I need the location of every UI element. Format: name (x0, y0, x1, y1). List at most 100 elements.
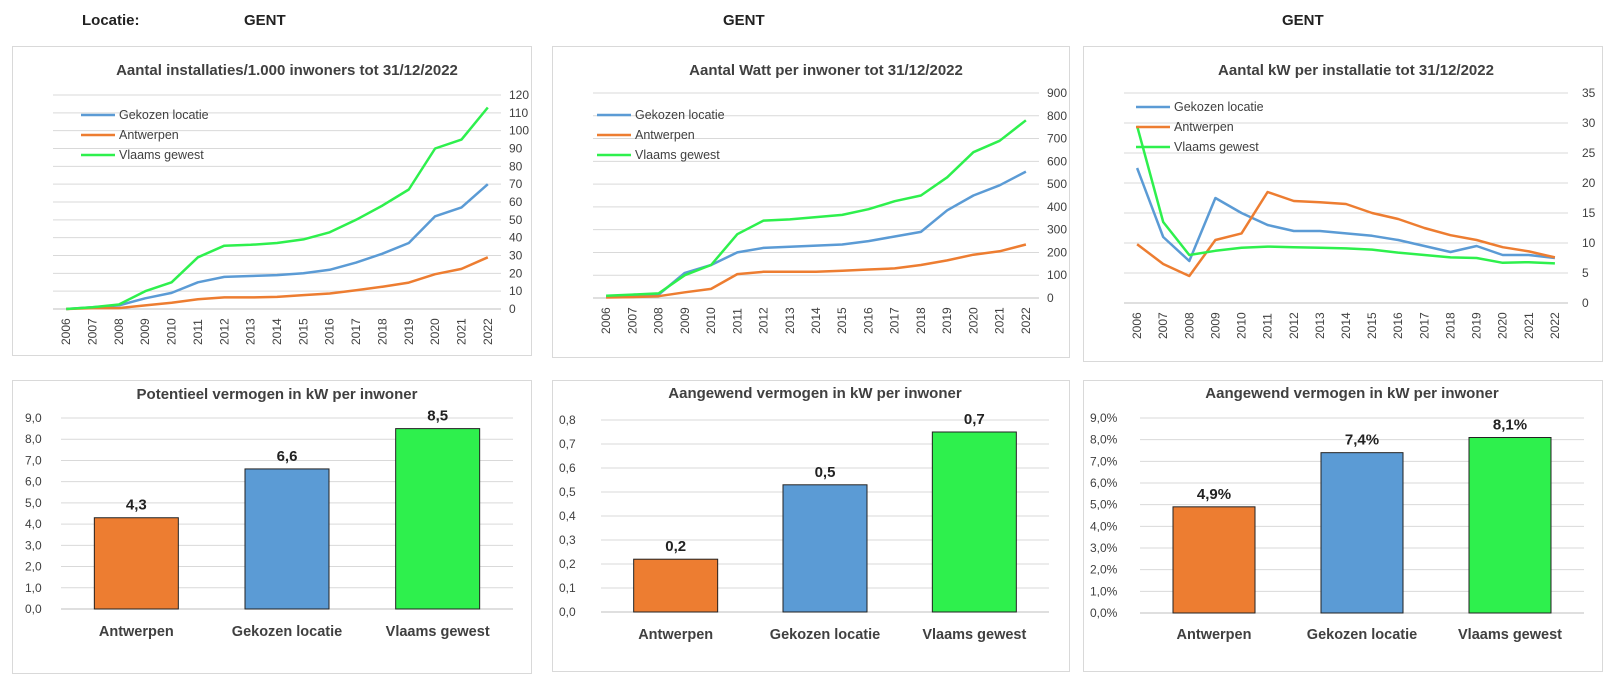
bar-gekozen-locatie (782, 484, 868, 613)
x-tick-label: 2016 (323, 318, 337, 345)
y-tick-label: 5,0 (25, 496, 42, 510)
x-tick-label: 2006 (1130, 312, 1144, 339)
x-tick-label: 2020 (428, 318, 442, 345)
x-tick-label: 2019 (1470, 312, 1484, 339)
category-label: Antwerpen (1177, 627, 1252, 643)
legend-label: Gekozen locatie (1174, 100, 1264, 114)
x-tick-label: 2018 (914, 307, 928, 334)
chart-panel-installaties: Aantal installaties/1.000 inwoners tot 3… (12, 46, 532, 356)
bar-vlaams-gewest (931, 431, 1017, 613)
data-label: 7,4% (1345, 432, 1379, 449)
series-line-gekozen-locatie (1135, 167, 1556, 263)
category-label: Vlaams gewest (1458, 627, 1562, 643)
legend-label: Vlaams gewest (1174, 140, 1259, 154)
category-label: Vlaams gewest (922, 627, 1026, 643)
y-tick-label: 0,8 (559, 413, 576, 427)
x-tick-label: 2016 (861, 307, 875, 334)
y-tick-label: 0,1 (559, 581, 576, 595)
y-tick-label: 20 (1582, 176, 1596, 190)
y-tick-label: 25 (1582, 146, 1596, 160)
bar-vlaams-gewest (395, 428, 481, 610)
bar-gekozen-locatie (1320, 452, 1404, 614)
y-tick-label: 500 (1047, 177, 1067, 191)
line-chart-watt: Aantal Watt per inwoner tot 31/12/2022 0 1… (593, 62, 1067, 334)
y-tick-label: 10 (509, 284, 523, 298)
y-tick-label: 0 (509, 302, 516, 316)
x-tick-label: 2020 (1496, 312, 1510, 339)
legend-label: Antwerpen (635, 128, 695, 142)
x-tick-label: 2009 (678, 307, 692, 334)
bar-chart-potentieel: Potentieel vermogen in kW per inwoner 0,0… (25, 386, 513, 640)
x-tick-label: 2013 (244, 318, 258, 345)
x-tick-label: 2006 (599, 307, 613, 334)
x-tick-label: 2013 (1313, 312, 1327, 339)
x-tick-label: 2019 (940, 307, 954, 334)
x-tick-label: 2010 (704, 307, 718, 334)
x-tick-label: 2021 (1522, 312, 1536, 339)
bar-gekozen-locatie (244, 468, 330, 610)
y-tick-label: 2,0% (1090, 563, 1118, 577)
y-tick-label: 15 (1582, 206, 1596, 220)
bar-vlaams-gewest (1468, 437, 1552, 614)
x-tick-label: 2015 (1365, 312, 1379, 339)
chart-title: Aantal installaties/1.000 inwoners tot 3… (116, 62, 458, 79)
data-label: 4,3 (126, 497, 147, 514)
chart-title: Aangewend vermogen in kW per inwoner (668, 385, 962, 402)
y-tick-label: 900 (1047, 86, 1067, 100)
category-label: Gekozen locatie (770, 627, 880, 643)
category-label: Vlaams gewest (386, 624, 490, 640)
y-tick-label: 5,0% (1090, 498, 1118, 512)
x-tick-label: 2019 (402, 318, 416, 345)
data-label: 0,7 (964, 411, 985, 428)
x-tick-label: 2020 (966, 307, 980, 334)
legend-label: Vlaams gewest (119, 148, 204, 162)
y-tick-label: 0,7 (559, 437, 576, 451)
x-tick-label: 2007 (1156, 312, 1170, 339)
x-tick-label: 2017 (888, 307, 902, 334)
chart-panel-kw-installatie: Aantal kW per installatie tot 31/12/2022… (1083, 46, 1603, 362)
series-line-gekozen-locatie (606, 170, 1027, 299)
legend-label: Gekozen locatie (635, 108, 725, 122)
y-tick-label: 40 (509, 231, 523, 245)
y-tick-label: 5 (1582, 266, 1589, 280)
data-label: 4,9% (1197, 486, 1231, 503)
x-tick-label: 2009 (138, 318, 152, 345)
y-tick-label: 4,0% (1090, 519, 1118, 533)
header-title-right: GENT (1282, 12, 1324, 29)
bar-antwerpen (633, 558, 719, 613)
chart-title: Aangewend vermogen in kW per inwoner (1205, 385, 1499, 402)
x-tick-label: 2011 (730, 308, 744, 334)
data-label: 8,5 (427, 408, 448, 425)
y-tick-label: 0,3 (559, 533, 576, 547)
y-tick-label: 20 (509, 266, 523, 280)
y-tick-label: 0,4 (559, 509, 576, 523)
legend-label: Vlaams gewest (635, 148, 720, 162)
x-tick-label: 2021 (993, 307, 1007, 334)
series-line-gekozen-locatie (66, 183, 489, 311)
y-tick-label: 300 (1047, 223, 1067, 237)
y-tick-label: 0,6 (559, 461, 576, 475)
x-tick-label: 2017 (1417, 312, 1431, 339)
y-tick-label: 35 (1582, 86, 1596, 100)
x-tick-label: 2008 (112, 318, 126, 345)
bar-antwerpen (1172, 506, 1256, 614)
x-tick-label: 2017 (349, 318, 363, 345)
y-tick-label: 9,0 (25, 411, 42, 425)
y-tick-label: 30 (509, 249, 523, 263)
y-tick-label: 0,0% (1090, 606, 1118, 620)
y-tick-label: 120 (509, 88, 529, 102)
x-tick-label: 2012 (757, 307, 771, 334)
category-label: Antwerpen (638, 627, 713, 643)
y-tick-label: 8,0% (1090, 433, 1118, 447)
y-tick-label: 50 (509, 213, 523, 227)
data-label: 8,1% (1493, 417, 1527, 434)
x-tick-label: 2018 (1443, 312, 1457, 339)
category-label: Gekozen locatie (1307, 627, 1417, 643)
x-tick-label: 2022 (1548, 312, 1562, 339)
series-line-vlaams-gewest (66, 106, 489, 311)
legend-label: Antwerpen (119, 128, 179, 142)
y-tick-label: 100 (1047, 268, 1067, 282)
data-label: 0,5 (815, 464, 836, 481)
y-tick-label: 30 (1582, 116, 1596, 130)
category-label: Gekozen locatie (232, 624, 342, 640)
